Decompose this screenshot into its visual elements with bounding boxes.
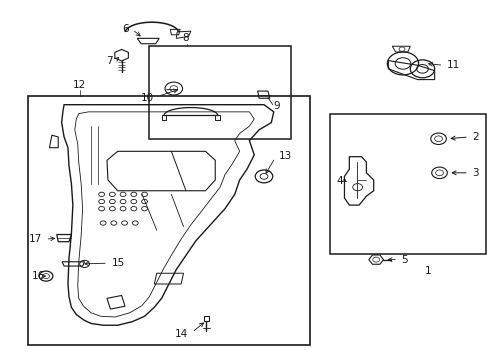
Text: 17: 17 — [29, 234, 42, 244]
Text: 13: 13 — [278, 150, 291, 161]
Text: 1: 1 — [424, 266, 430, 276]
Text: 11: 11 — [446, 60, 459, 70]
Text: 2: 2 — [471, 132, 478, 142]
Text: 14: 14 — [175, 329, 188, 339]
Text: 9: 9 — [273, 102, 280, 112]
Text: 12: 12 — [73, 80, 86, 90]
Text: 6: 6 — [122, 24, 129, 35]
Text: 4: 4 — [335, 176, 342, 186]
Text: 8: 8 — [182, 33, 189, 43]
Text: 16: 16 — [31, 271, 44, 281]
Text: 7: 7 — [105, 56, 112, 66]
Text: 5: 5 — [401, 255, 407, 265]
Text: 3: 3 — [471, 168, 478, 178]
Text: 15: 15 — [112, 258, 125, 268]
Text: 10: 10 — [141, 93, 154, 103]
